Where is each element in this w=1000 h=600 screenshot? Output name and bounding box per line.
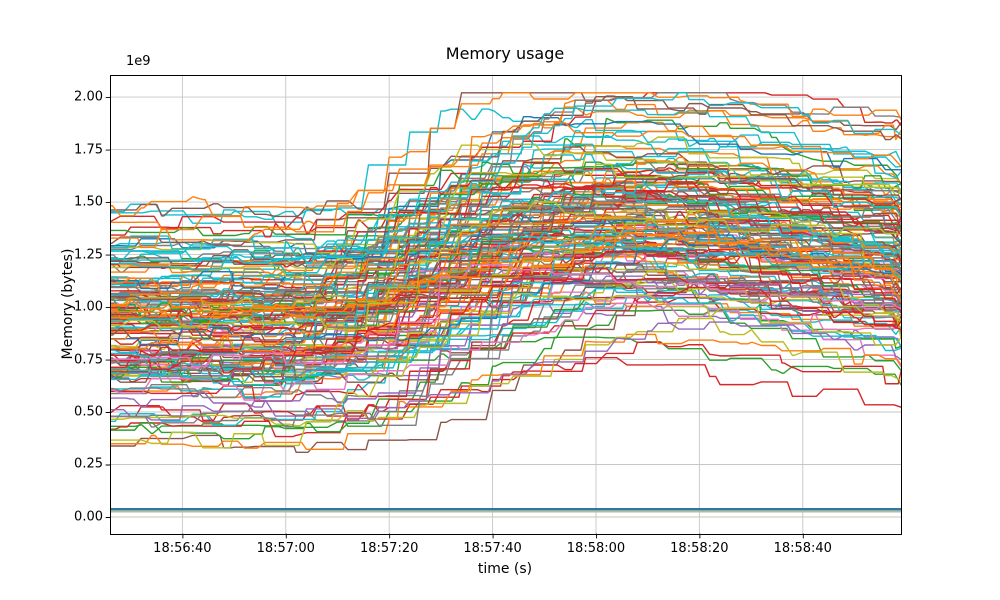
y-tick-label: 0.25: [74, 456, 103, 472]
y-tick-label: 0.50: [74, 404, 103, 420]
x-axis-label: time (s): [477, 561, 533, 577]
x-tick-label: 18:57:20: [359, 541, 419, 556]
y-tick-label: 2.00: [74, 89, 103, 105]
y-tick-label: 1.25: [74, 247, 103, 263]
y-tick-label: 0.75: [74, 352, 103, 367]
y-tick-label: 1.50: [74, 194, 103, 210]
x-tick-label: 18:57:00: [256, 541, 315, 556]
x-tick-label: 18:58:40: [773, 541, 832, 556]
y-tick-label: 1.75: [74, 142, 103, 158]
x-tick-label: 18:58:20: [670, 541, 729, 556]
chart-title: Memory usage: [445, 44, 565, 63]
y-tick-label: 0.00: [74, 509, 103, 525]
y-axis-offset-label: 1e9: [126, 54, 151, 69]
x-tick-label: 18:56:40: [153, 541, 212, 556]
x-tick-label: 18:57:40: [463, 541, 522, 556]
x-tick-label: 18:58:00: [566, 541, 626, 556]
y-tick-label: 1.00: [74, 299, 103, 315]
